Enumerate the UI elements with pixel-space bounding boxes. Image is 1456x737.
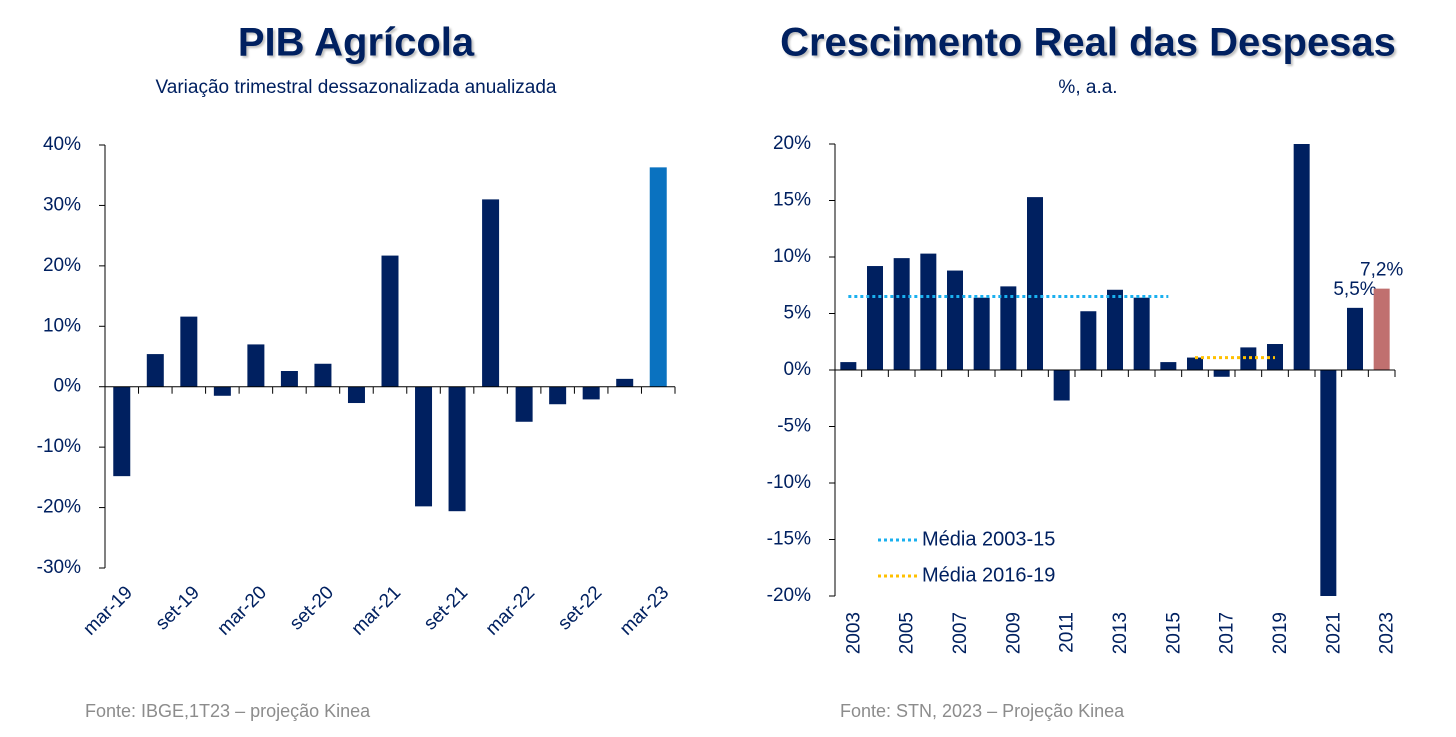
y-tick-label: -5% [777,416,811,437]
y-tick-label: 30% [43,194,81,215]
bar [649,167,667,387]
bar [1293,144,1310,370]
bar [582,386,600,400]
chart-subtitle: Variação trimestral dessazonalizada anua… [156,77,557,98]
x-tick-label: set-21 [420,582,472,634]
legend-label: Média 2016-19 [922,564,1055,586]
y-tick-label: -30% [37,557,81,578]
chart-subtitle: %, a.a. [1058,77,1117,98]
bar [1240,347,1257,370]
x-tick-label: 2017 [1217,612,1238,654]
x-tick-label: set-22 [554,582,606,634]
bar [515,386,533,422]
x-tick-label: 2003 [843,612,864,654]
x-tick-label: 2023 [1377,612,1398,654]
bar [448,386,466,512]
bar [482,199,500,387]
bar [1213,370,1230,377]
bar [146,354,164,387]
chart-title: PIB Agrícola [238,21,475,65]
x-tick-label: mar-22 [482,582,539,639]
y-tick-label: -15% [767,529,811,550]
bar [1053,370,1070,401]
y-tick-label: 15% [773,190,811,211]
y-tick-label: 10% [43,315,81,336]
bar [947,270,963,370]
source-note: Fonte: IBGE,1T23 – projeção Kinea [85,701,371,721]
bar [247,344,265,387]
y-tick-label: 20% [43,255,81,276]
y-tick-label: 40% [43,134,81,155]
x-tick-label: 2019 [1270,612,1291,654]
y-tick-label: -20% [767,585,811,606]
bar [314,363,332,387]
bar [180,316,198,387]
x-tick-label: mar-19 [79,582,136,639]
bar [213,386,231,396]
bar [1080,311,1097,370]
bar [1373,288,1390,370]
chart-title: Crescimento Real das Despesas [780,21,1396,65]
y-tick-label: 5% [784,303,812,324]
x-tick-label: mar-23 [616,582,673,639]
y-tick-label: 20% [773,133,811,154]
source-note: Fonte: STN, 2023 – Projeção Kinea [840,701,1125,721]
bar [1107,289,1123,370]
bar [973,297,990,370]
bar [381,255,399,387]
bar [893,258,910,370]
y-tick-label: -10% [37,436,81,457]
bar [1133,297,1150,370]
x-tick-label: set-20 [286,582,338,634]
bar [113,386,131,477]
x-tick-label: 2007 [950,612,971,654]
y-tick-label: -10% [767,472,811,493]
y-tick-label: -20% [37,497,81,518]
bar [1320,370,1337,596]
x-tick-label: 2005 [897,612,918,654]
x-tick-label: mar-21 [348,582,405,639]
bar [1160,362,1177,370]
bar [415,386,433,507]
bar [1347,307,1363,370]
x-tick-label: 2013 [1110,612,1131,654]
bar [347,386,365,404]
x-tick-label: 2009 [1003,612,1024,654]
bar [280,371,298,387]
value-label: 5,5% [1333,279,1376,300]
y-tick-label: 0% [784,359,812,380]
bar [867,266,883,370]
legend-label: Média 2003-15 [922,528,1055,550]
x-tick-label: mar-20 [214,582,271,639]
x-tick-label: 2021 [1323,612,1344,654]
bar [840,362,857,370]
bar [1027,197,1043,370]
bar [1187,357,1203,370]
bar [1000,286,1017,370]
y-tick-label: 0% [54,376,82,397]
bar [920,253,937,370]
x-tick-label: 2011 [1057,612,1078,653]
bar [549,386,567,405]
value-label: 7,2% [1360,260,1403,281]
x-tick-label: set-19 [152,582,204,634]
y-tick-label: 10% [773,246,811,267]
x-tick-label: 2015 [1163,612,1184,654]
bar [616,378,634,387]
